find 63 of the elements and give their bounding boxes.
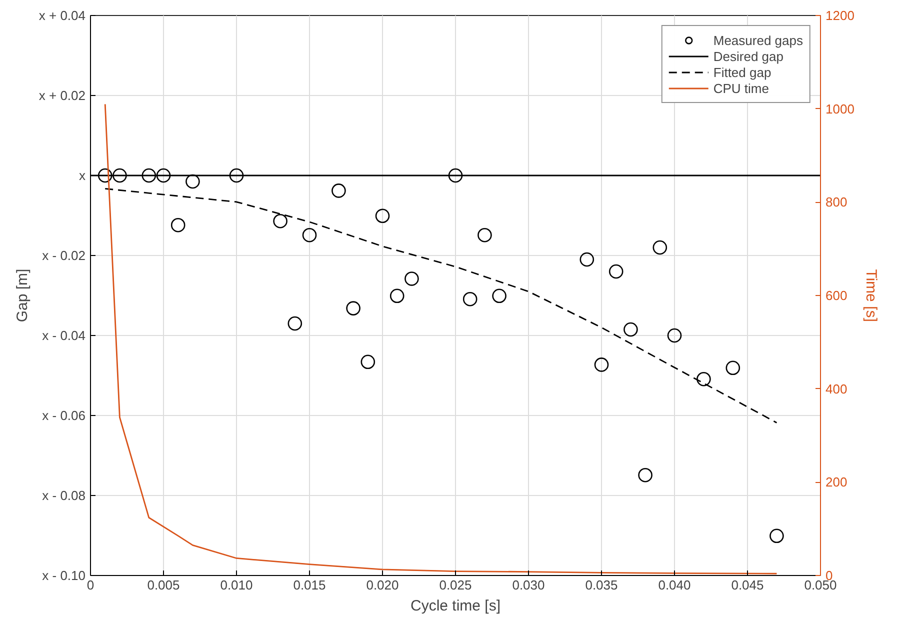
y2-tick-label: 600 <box>826 288 848 303</box>
point <box>462 292 478 306</box>
point <box>170 218 186 232</box>
point <box>652 240 668 255</box>
x-tick-label: 0.040 <box>658 578 691 592</box>
point <box>594 358 609 372</box>
point <box>288 316 302 331</box>
point <box>186 174 200 189</box>
point <box>98 168 112 183</box>
y-tick-label: x - 0.06 <box>42 408 86 423</box>
x-axis-title: Cycle time [s] <box>410 598 501 614</box>
point <box>770 528 784 544</box>
point <box>624 322 638 337</box>
point <box>478 228 492 242</box>
point <box>638 468 652 482</box>
x-tick-label: 0 <box>86 578 94 592</box>
point <box>229 168 244 183</box>
y-tick-label: x + 0.04 <box>38 8 86 23</box>
y2-tick-label: 200 <box>826 474 848 490</box>
y-tick-label: x - 0.08 <box>42 488 86 503</box>
legend-label: Measured gaps <box>713 32 803 48</box>
x-tick-label: 0.025 <box>439 578 472 592</box>
line-series <box>104 188 778 424</box>
x-tick-label: 0.005 <box>147 578 180 592</box>
x-tick-label: 0.045 <box>731 578 764 592</box>
x-tick-label: 0.035 <box>585 578 618 592</box>
point <box>302 228 317 242</box>
point <box>580 252 594 267</box>
y-tick-label: x - 0.02 <box>42 248 86 263</box>
y2-tick-label: 400 <box>826 381 848 396</box>
point <box>448 168 463 183</box>
y-tick-label: x + 0.02 <box>38 88 86 103</box>
x-tick-label: 0.030 <box>512 578 545 592</box>
y2-tick-label: 800 <box>826 194 848 210</box>
line-series <box>104 103 778 574</box>
point <box>142 168 156 183</box>
legend-label: Fitted gap <box>713 64 772 80</box>
point <box>112 168 127 183</box>
point <box>360 354 376 370</box>
y2-axis-title: Time [s] <box>862 269 880 322</box>
legend-label: CPU time <box>713 80 769 96</box>
point <box>696 372 711 386</box>
point <box>156 168 171 183</box>
point <box>332 184 346 198</box>
point <box>273 214 288 228</box>
y-tick-label: x - 0.10 <box>42 568 86 583</box>
y2-tick-label: 1000 <box>826 101 854 116</box>
point <box>375 208 390 224</box>
point <box>346 301 360 316</box>
x-tick-label: 0.015 <box>293 578 326 592</box>
point <box>608 264 624 279</box>
point <box>726 360 740 376</box>
y-tick-label: x - 0.04 <box>42 328 86 343</box>
y-tick-label: x <box>79 168 86 183</box>
y2-tick-label: 1200 <box>826 8 854 23</box>
point <box>404 272 419 286</box>
point <box>667 328 682 343</box>
point <box>390 288 404 304</box>
x-tick-label: 0.010 <box>220 578 253 592</box>
x-tick-label: 0.020 <box>366 578 399 592</box>
point <box>492 288 506 304</box>
legend-label: Desired gap <box>713 48 784 64</box>
y-axis-title: Gap [m] <box>14 268 31 322</box>
